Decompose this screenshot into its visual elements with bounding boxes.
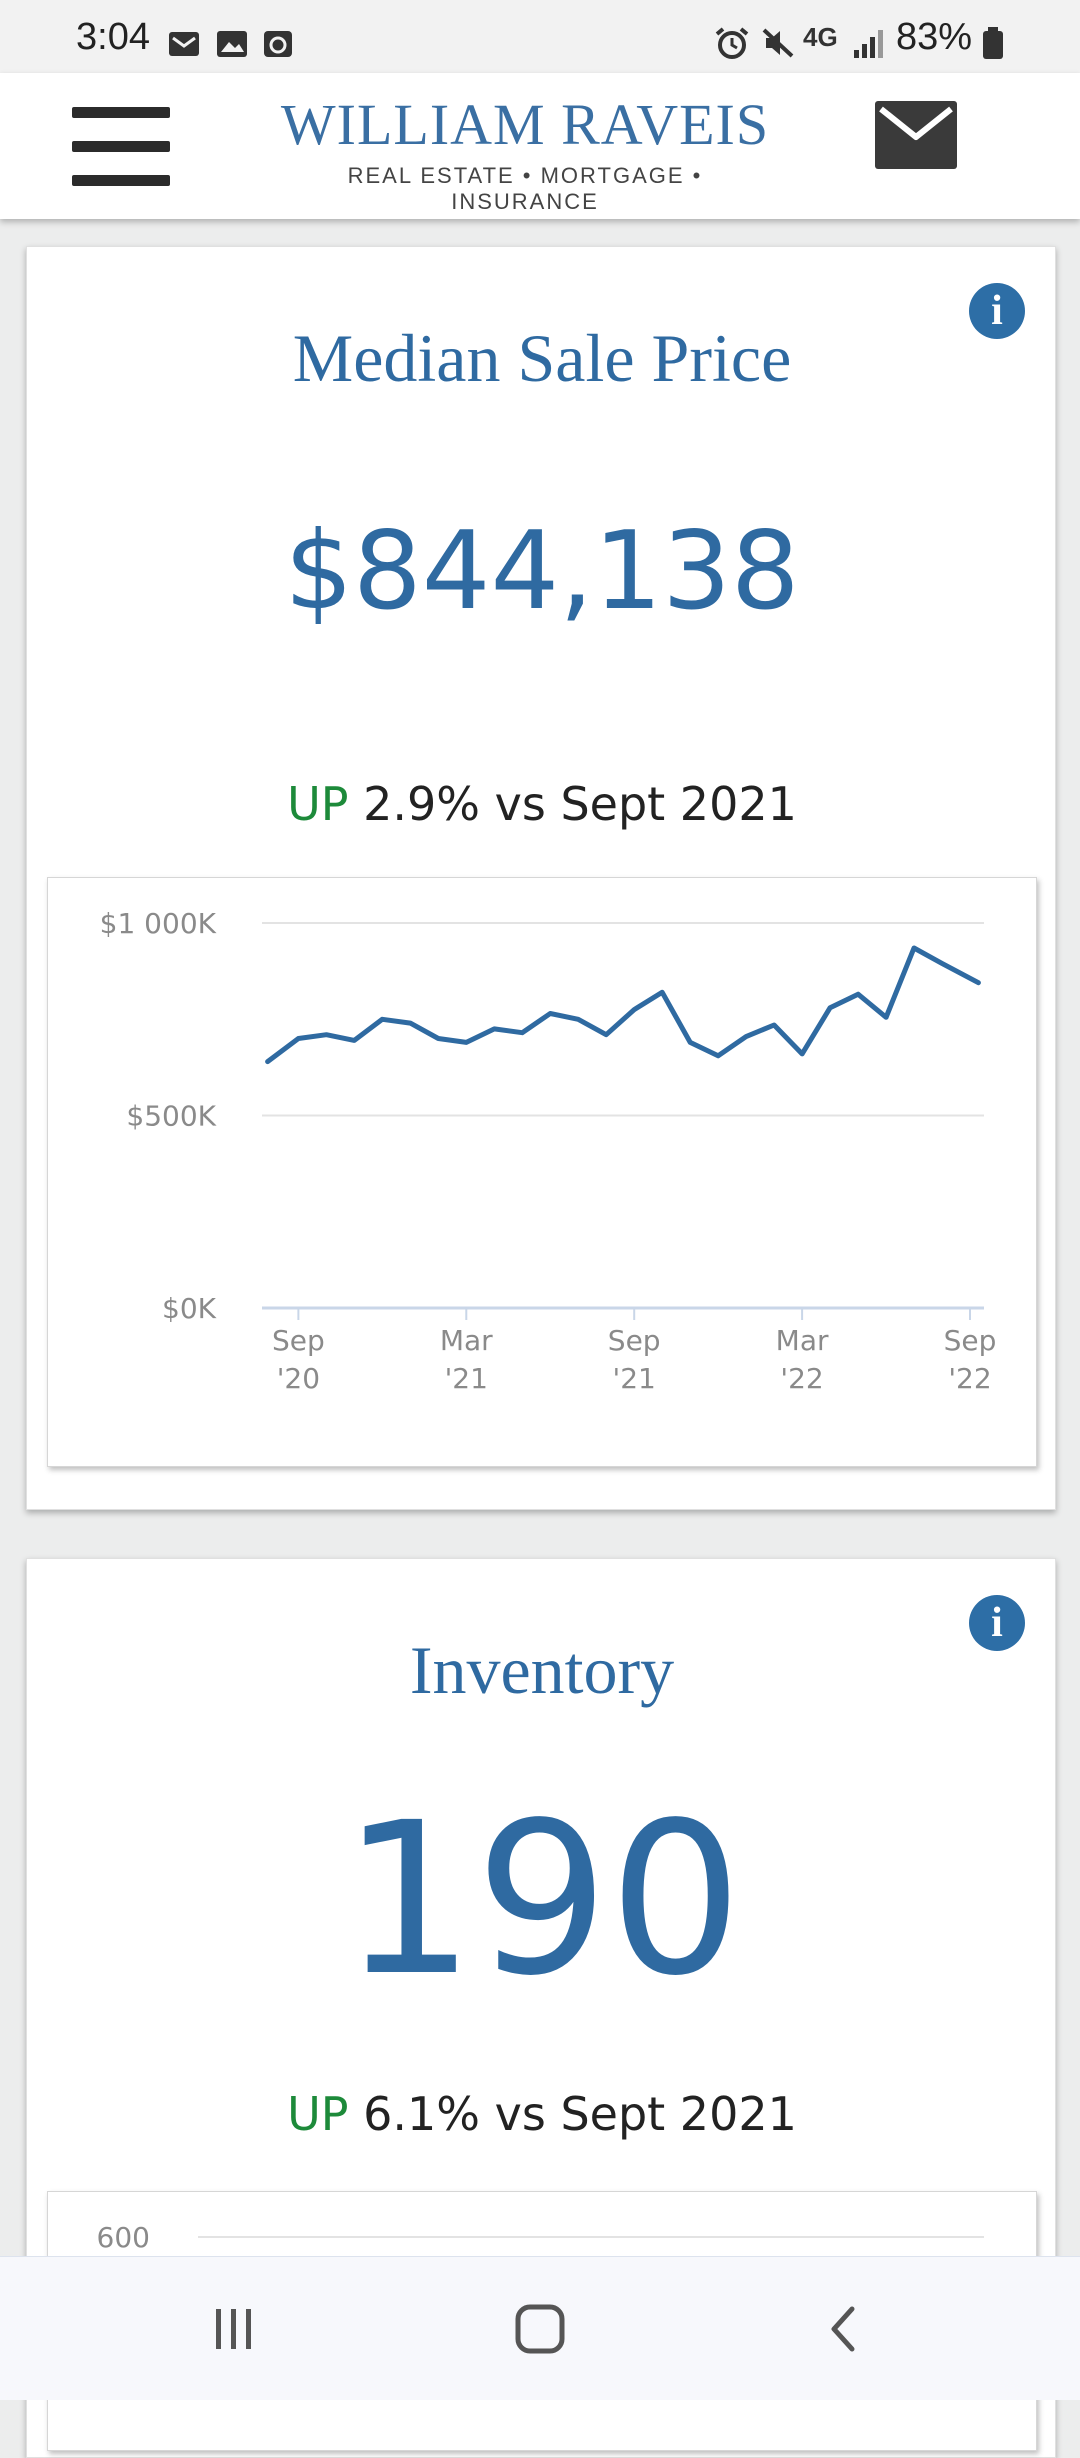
home-icon[interactable]: [510, 2297, 570, 2361]
mute-icon: [762, 28, 794, 58]
card-value: 190: [341, 1777, 743, 2022]
card-title: Median Sale Price: [292, 320, 792, 396]
median-price-line: [265, 945, 981, 1065]
median-sale-price-card: i Median Sale Price $844,138 UP 2.9% vs …: [26, 246, 1056, 1510]
recents-icon[interactable]: [206, 2297, 262, 2361]
change-text: 6.1% vs Sept 2021: [363, 2087, 797, 2141]
change-direction: UP: [287, 2087, 349, 2141]
info-icon[interactable]: i: [969, 1595, 1025, 1651]
menu-icon-bar: [72, 175, 170, 186]
app-header: WILLIAM RAVEIS REAL ESTATE • MORTGAGE • …: [0, 73, 1080, 219]
info-icon[interactable]: i: [969, 283, 1025, 339]
alarm-icon: [715, 27, 749, 59]
y-tick-label: 600: [97, 2221, 150, 2254]
navigation-bar: [0, 2256, 1080, 2400]
status-time: 3:04: [76, 16, 150, 58]
gmail-notification-icon: [169, 32, 199, 56]
x-tick-label-month: Mar: [440, 1324, 493, 1357]
menu-button[interactable]: [72, 107, 170, 187]
x-tick-label: Sep '21: [608, 1324, 661, 1395]
menu-icon-bar: [72, 141, 170, 152]
x-tick-label: Mar '22: [776, 1324, 829, 1395]
signal-icon: [854, 30, 883, 58]
network-type: 4G: [803, 22, 838, 52]
change-text: 2.9% vs Sept 2021: [363, 777, 797, 831]
brand-logo[interactable]: WILLIAM RAVEIS: [280, 92, 770, 157]
card-value: $844,138: [284, 509, 800, 634]
x-tick-label-month: Sep: [944, 1324, 997, 1357]
x-tick-label-month: Sep: [608, 1324, 661, 1357]
x-tick-label-year: '22: [948, 1362, 991, 1395]
change-line: UP 2.9% vs Sept 2021: [27, 777, 1057, 831]
x-tick-label: Sep '22: [944, 1324, 997, 1395]
x-tick-label-month: Sep: [272, 1324, 325, 1357]
median-price-chart: $1 000K $500K $0K Sep '20 Mar '21 Sep '21 Mar '22 S…: [47, 877, 1037, 1467]
menu-icon: [72, 107, 170, 118]
mail-icon[interactable]: [875, 101, 957, 169]
inventory-chart-svg: 600: [97, 2221, 984, 2254]
change-direction: UP: [287, 777, 349, 831]
y-tick-label: $500K: [126, 1100, 216, 1133]
battery-icon: [983, 27, 1003, 59]
y-tick-label: $1 000K: [100, 907, 217, 940]
change-line: UP 6.1% vs Sept 2021: [27, 2087, 1057, 2141]
x-tick-label: Sep '20: [272, 1324, 325, 1395]
y-tick-label: $0K: [162, 1292, 217, 1325]
x-tick-label-year: '21: [613, 1362, 656, 1395]
back-icon[interactable]: [818, 2297, 868, 2361]
gallery-notification-icon: [217, 31, 247, 57]
x-tick-label: Mar '21: [440, 1324, 493, 1395]
x-tick-label-year: '20: [277, 1362, 320, 1395]
status-bar: 3:04 4G 83%: [0, 0, 1080, 73]
x-tick-label-month: Mar: [776, 1324, 829, 1357]
battery-percent: 83%: [896, 16, 973, 58]
brand-tagline: REAL ESTATE • MORTGAGE • INSURANCE: [347, 163, 703, 214]
x-tick-label-year: '21: [445, 1362, 488, 1395]
x-tick-label-year: '22: [780, 1362, 823, 1395]
app-notification-icon: [264, 31, 292, 57]
card-title: Inventory: [409, 1632, 675, 1708]
